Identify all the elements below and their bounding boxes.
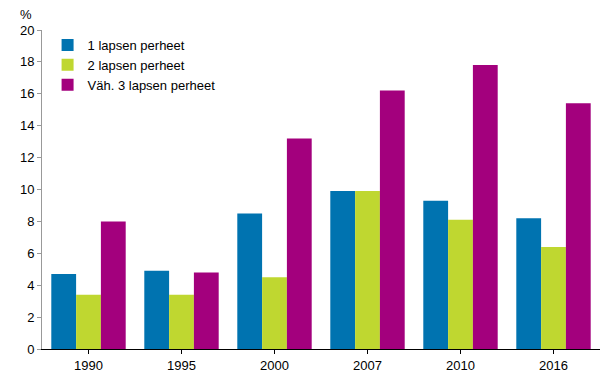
svg-text:2: 2: [27, 310, 34, 325]
svg-text:4: 4: [27, 278, 34, 293]
svg-text:Väh. 3 lapsen perheet: Väh. 3 lapsen perheet: [88, 78, 216, 93]
svg-text:2000: 2000: [260, 358, 289, 373]
svg-text:10: 10: [20, 182, 34, 197]
svg-text:2016: 2016: [539, 358, 568, 373]
svg-text:18: 18: [20, 54, 34, 69]
svg-text:1995: 1995: [167, 358, 196, 373]
svg-text:1990: 1990: [74, 358, 103, 373]
svg-text:12: 12: [20, 150, 34, 165]
svg-text:2 lapsen perheet: 2 lapsen perheet: [88, 58, 185, 73]
svg-text:8: 8: [27, 214, 34, 229]
svg-text:1 lapsen perheet: 1 lapsen perheet: [88, 38, 185, 53]
svg-text:6: 6: [27, 246, 34, 261]
svg-text:2007: 2007: [353, 358, 382, 373]
svg-text:16: 16: [20, 86, 34, 101]
svg-text:20: 20: [20, 23, 34, 38]
svg-text:14: 14: [20, 118, 34, 133]
svg-text:%: %: [20, 7, 32, 22]
svg-text:0: 0: [27, 342, 34, 357]
svg-text:2010: 2010: [446, 358, 475, 373]
